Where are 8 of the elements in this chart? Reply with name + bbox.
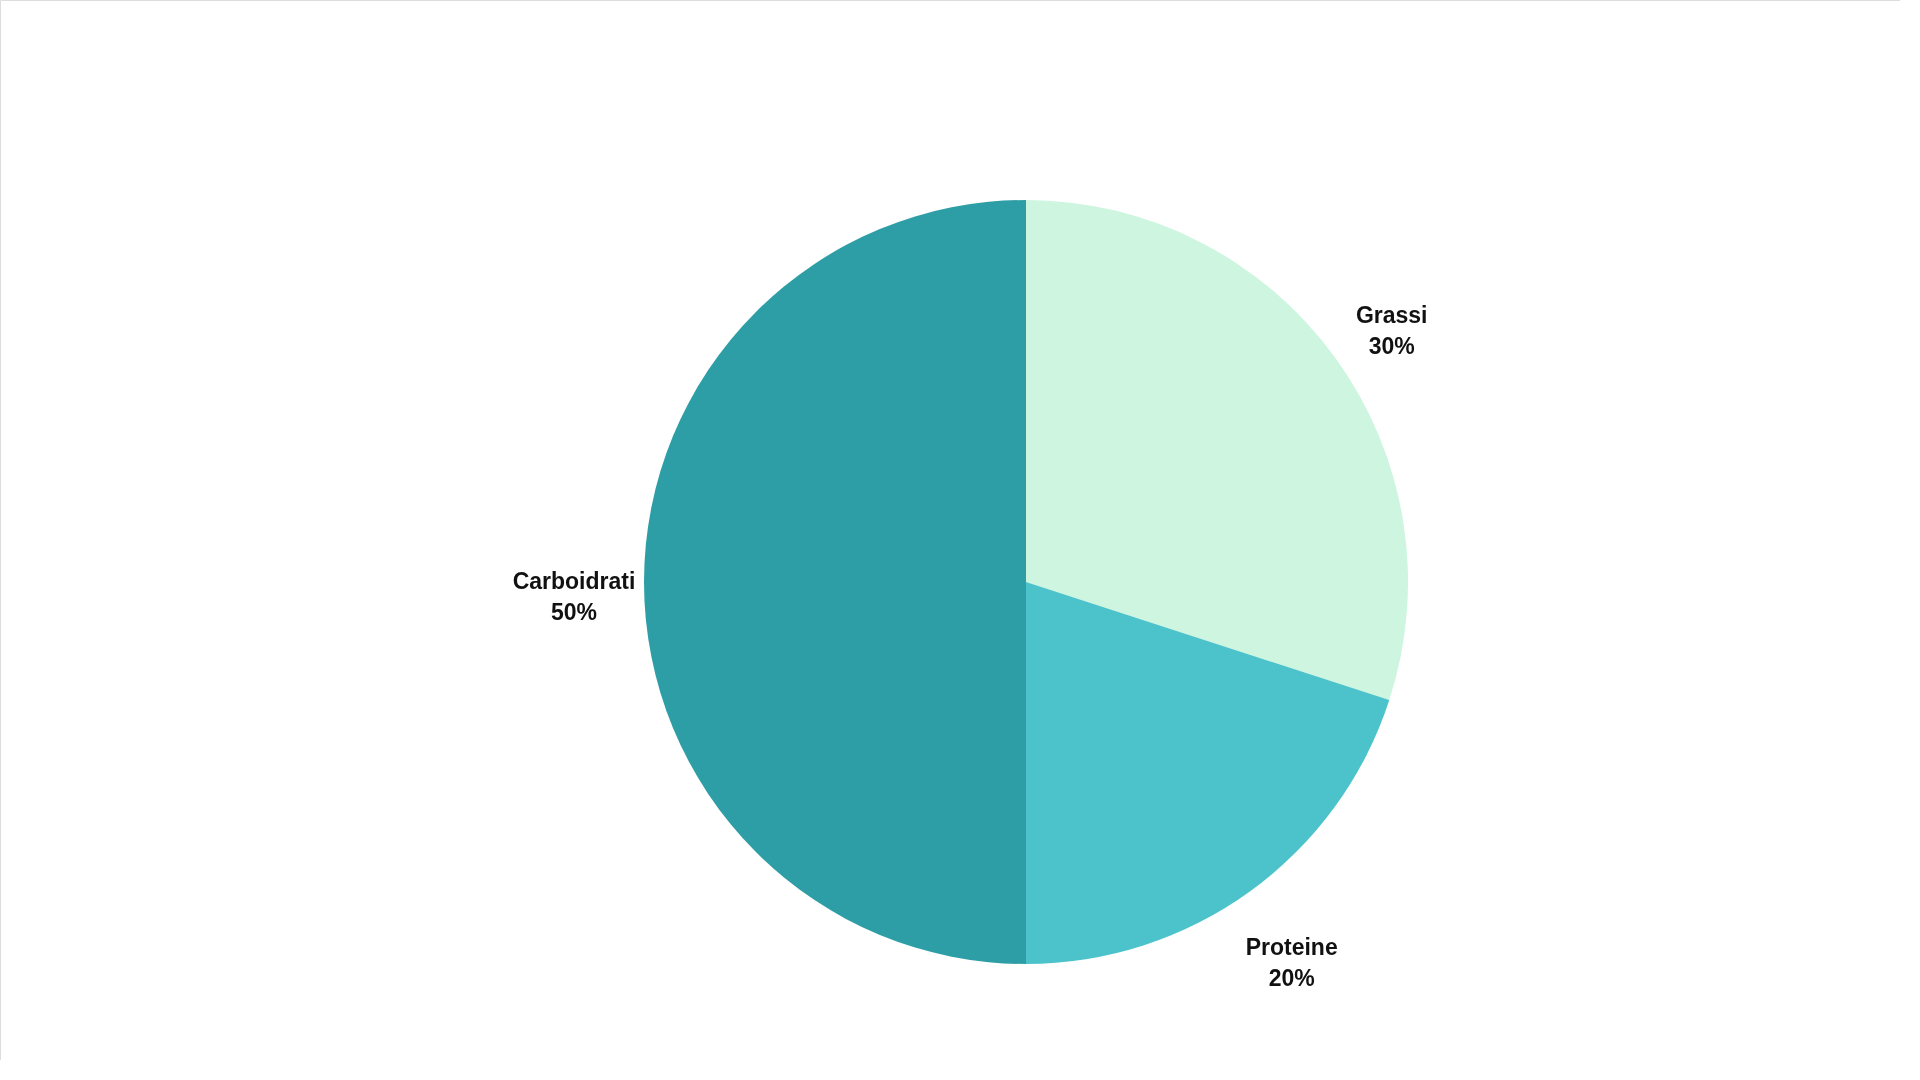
pie-slice: [644, 200, 1026, 964]
data-label: 50%: [550, 599, 598, 625]
data-label: 30%: [1368, 333, 1415, 360]
data-label: 20%: [1268, 964, 1315, 991]
pie-slice: [1026, 582, 1390, 964]
slice-label: Proteine: [1245, 933, 1338, 960]
slice-label: Carboidrati: [512, 568, 636, 594]
slice-label: Grassi: [1355, 302, 1428, 329]
